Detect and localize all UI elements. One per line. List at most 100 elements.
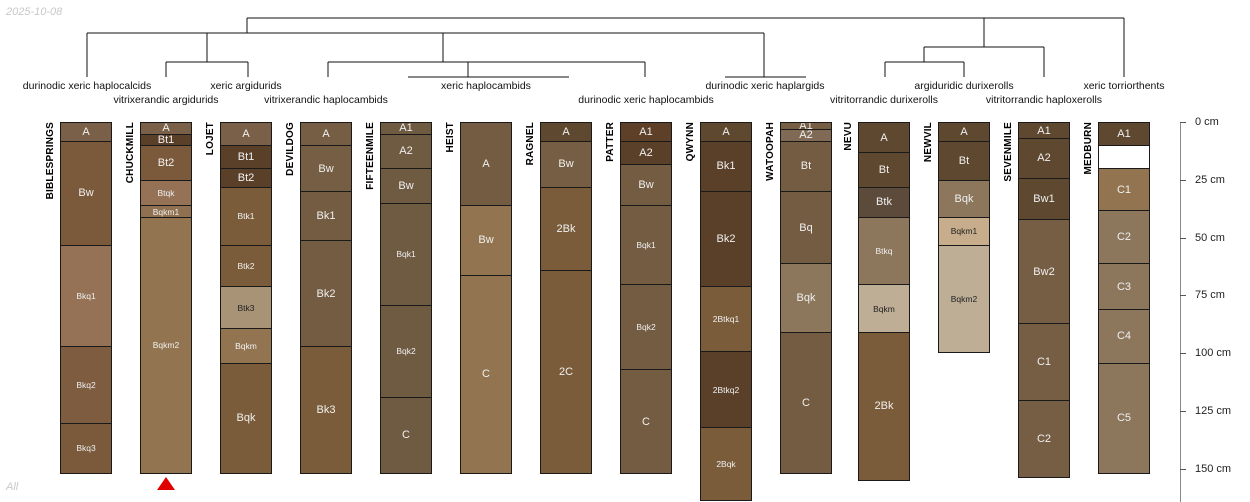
soil-horizon: Bk1 bbox=[700, 140, 752, 193]
soil-horizon: A bbox=[700, 122, 752, 142]
soil-horizon: Bqk bbox=[938, 179, 990, 218]
profile-name: HEIST bbox=[445, 122, 456, 153]
soil-horizon: Btk2 bbox=[220, 244, 272, 288]
soil-horizon: Bkq2 bbox=[60, 346, 112, 424]
soil-horizon: Bt bbox=[780, 140, 832, 193]
depth-tick-label: 0 cm bbox=[1195, 116, 1219, 128]
soil-horizon: 2Bqk bbox=[700, 427, 752, 502]
soil-horizon: Bw bbox=[300, 145, 352, 193]
taxon-label: durinodic xeric haplocalcids bbox=[22, 80, 152, 92]
soil-horizon: Bqk bbox=[220, 362, 272, 474]
soil-horizon: Btqk bbox=[140, 179, 192, 207]
profile-name: CHUCKMILL bbox=[125, 122, 136, 184]
profile-name: NEVU bbox=[843, 122, 854, 151]
truncation-marker-icon bbox=[157, 477, 175, 490]
soil-horizon: Bqkm bbox=[858, 283, 910, 334]
soil-horizon: A bbox=[220, 122, 272, 147]
soil-horizon: A2 bbox=[1018, 138, 1070, 179]
soil-horizon: C2 bbox=[1098, 209, 1150, 265]
soil-horizon: Btk1 bbox=[220, 186, 272, 246]
depth-tick bbox=[1180, 295, 1186, 297]
taxon-label: vitrixerandic argidurids bbox=[113, 94, 219, 106]
profile-name: MEDBURN bbox=[1083, 122, 1094, 175]
soil-horizon: C4 bbox=[1098, 309, 1150, 364]
soil-horizon: C1 bbox=[1018, 323, 1070, 401]
soil-horizon: Bqkm2 bbox=[140, 216, 192, 474]
soil-horizon: Bqk2 bbox=[380, 304, 432, 399]
soil-horizon: Bw bbox=[620, 163, 672, 207]
profile-name: DEVILDOG bbox=[285, 122, 296, 176]
soil-horizon: Btkq bbox=[858, 216, 910, 285]
depth-tick-label: 25 cm bbox=[1195, 173, 1225, 186]
soil-horizon: Bw2 bbox=[1018, 219, 1070, 325]
profile-name: FIFTEENMILE bbox=[365, 122, 376, 190]
profile-name: WATOOPAH bbox=[765, 122, 776, 181]
profile-name: SEVENMILE bbox=[1003, 122, 1014, 182]
soil-horizon: Bqkm2 bbox=[938, 244, 990, 354]
soil-horizon: 2Bk bbox=[858, 332, 910, 481]
soil-horizon: A bbox=[858, 122, 910, 154]
soil-horizon: Bw bbox=[460, 205, 512, 276]
taxon-label: vitrixerandic haplocambids bbox=[264, 94, 388, 106]
soil-horizon: Bqkm bbox=[220, 327, 272, 364]
soil-horizon: Btk bbox=[858, 186, 910, 218]
depth-tick bbox=[1180, 179, 1186, 181]
soil-horizon: Bqk2 bbox=[620, 283, 672, 371]
soil-horizon: Bw bbox=[60, 140, 112, 246]
soil-horizon: A bbox=[460, 122, 512, 207]
depth-tick bbox=[1180, 411, 1186, 413]
soil-horizon: Bk1 bbox=[300, 191, 352, 241]
soil-horizon: Bqkm1 bbox=[938, 216, 990, 246]
soil-horizon: Bt bbox=[938, 140, 990, 181]
date-stamp: 2025-10-08 bbox=[6, 6, 63, 18]
soil-horizon: A1 bbox=[620, 122, 672, 142]
soil-horizon: Btk3 bbox=[220, 286, 272, 329]
taxon-label: xeric haplocambids bbox=[441, 80, 531, 92]
soil-horizon: Bqk1 bbox=[380, 202, 432, 306]
soil-horizon: A bbox=[300, 122, 352, 147]
soil-horizon: Bk3 bbox=[300, 346, 352, 474]
taxon-label: argiduridic durixerolls bbox=[914, 80, 1014, 92]
soil-horizon: A1 bbox=[1098, 122, 1150, 147]
depth-tick-label: 125 cm bbox=[1195, 405, 1232, 418]
depth-tick-label: 150 cm bbox=[1195, 462, 1232, 475]
soil-horizon: C2 bbox=[1018, 399, 1070, 479]
soil-horizon: Bw bbox=[540, 140, 592, 188]
soil-horizon: A bbox=[540, 122, 592, 142]
taxon-label: xeric argidurids bbox=[210, 80, 282, 92]
soil-horizon: Bt1 bbox=[220, 145, 272, 170]
soil-horizon: A2 bbox=[620, 140, 672, 165]
soil-horizon: C5 bbox=[1098, 362, 1150, 474]
depth-tick bbox=[1180, 468, 1186, 470]
soil-horizon: Bt2 bbox=[140, 145, 192, 181]
soil-horizon: Bt2 bbox=[220, 168, 272, 188]
soil-horizon: 2Btkq1 bbox=[700, 286, 752, 352]
soil-horizon: Bqk bbox=[780, 263, 832, 334]
soil-horizon: Bq bbox=[780, 191, 832, 265]
soil-horizon: C1 bbox=[1098, 168, 1150, 211]
taxon-label: durinodic xeric haplargids bbox=[705, 80, 825, 92]
soil-horizon: 2C bbox=[540, 270, 592, 474]
profile-name: RAGNEL bbox=[525, 122, 536, 166]
soil-horizon: Bk2 bbox=[700, 191, 752, 288]
soil-horizon: A1 bbox=[1018, 122, 1070, 140]
profile-name: NEWVIL bbox=[923, 122, 934, 163]
taxon-label: vitritorrandic durixerolls bbox=[830, 94, 938, 106]
taxon-label: durinodic xeric haplocambids bbox=[578, 94, 714, 106]
soil-horizon: Bkq3 bbox=[60, 422, 112, 474]
soil-horizon: A2 bbox=[380, 133, 432, 170]
profile-name: LOJET bbox=[205, 122, 216, 156]
soil-horizon: Bkq1 bbox=[60, 244, 112, 348]
soil-horizon: Bt bbox=[858, 152, 910, 188]
depth-tick bbox=[1180, 353, 1186, 355]
soil-horizon: C bbox=[460, 274, 512, 474]
group-label: All bbox=[6, 481, 19, 493]
taxon-label: xeric torriorthents bbox=[1083, 80, 1165, 92]
soil-horizon: C3 bbox=[1098, 263, 1150, 311]
profile-name: BIBLESPRINGS bbox=[45, 122, 56, 200]
taxon-label: vitritorrandic haploxerolls bbox=[985, 94, 1103, 106]
soil-horizon: A1 bbox=[380, 122, 432, 135]
soil-horizon: C bbox=[380, 397, 432, 474]
soil-horizon: 2Btkq2 bbox=[700, 350, 752, 429]
soil-horizon: Bw bbox=[380, 168, 432, 204]
